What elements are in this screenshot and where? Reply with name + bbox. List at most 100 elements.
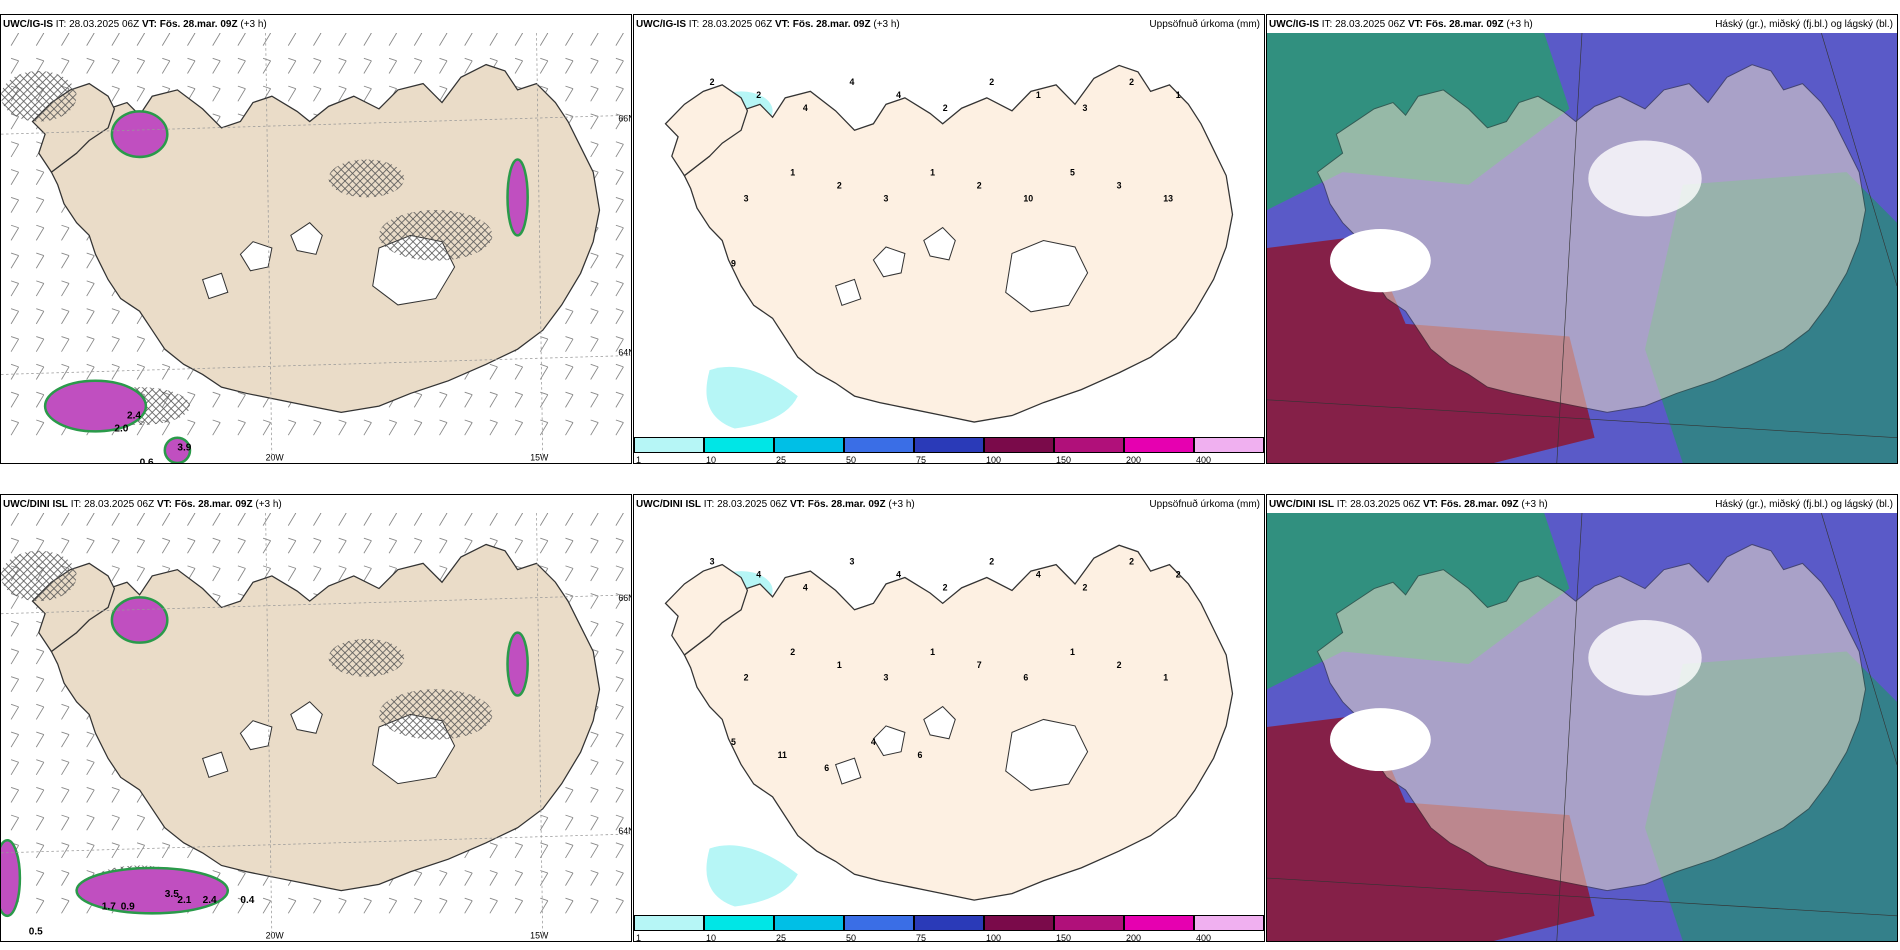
wind-barb	[565, 842, 574, 859]
precip-value: 4	[803, 103, 808, 113]
wind-barb	[565, 565, 574, 582]
wind-barb	[10, 336, 20, 352]
wind-barb	[615, 141, 624, 158]
wind-barb	[187, 33, 196, 46]
precip-value: 6	[1023, 673, 1028, 683]
wind-barb	[615, 537, 624, 554]
valid-label: VT:	[141, 19, 157, 30]
wind-barb	[287, 513, 297, 526]
valid-label: VT:	[774, 19, 790, 30]
run-time: IT: 28.03.2025 06Z	[1336, 499, 1421, 510]
precip-value: 11	[778, 750, 787, 760]
colorbar-tick: 75	[916, 455, 927, 464]
colorbar-tick: 200	[1126, 933, 1142, 942]
iceland-landmass	[683, 544, 1234, 901]
wind-barb	[61, 336, 70, 352]
wind-barb	[287, 537, 297, 554]
wind-barb	[187, 513, 196, 526]
colorbar-swatch	[844, 437, 914, 453]
precip-value: 1	[790, 168, 795, 178]
wind-barb	[590, 141, 599, 158]
wind-barb	[237, 537, 246, 554]
lead-time: (+3 h)	[873, 19, 900, 30]
colorbar-swatch	[634, 437, 704, 453]
run-time: IT: 28.03.2025 06Z	[703, 499, 788, 510]
wind-barb	[539, 870, 549, 886]
precip-value: 3	[710, 557, 715, 567]
wind-barb	[86, 842, 95, 859]
wind-barb	[86, 787, 95, 803]
wind-barb	[363, 565, 372, 582]
wind-barb	[439, 57, 448, 74]
precip-value: 2	[943, 103, 948, 113]
wind-barb	[237, 391, 246, 408]
wind-barb	[136, 33, 146, 46]
wind-barb	[35, 513, 45, 526]
wind-barb	[539, 57, 549, 74]
wind-barb	[313, 897, 322, 914]
precip-blob	[506, 631, 529, 697]
wind-barb	[313, 57, 322, 74]
value-label: 2.4	[203, 895, 217, 906]
colorbar-tick: 100	[986, 455, 1002, 464]
colorbar-tick: 75	[916, 933, 927, 942]
graticule-line	[1267, 513, 1897, 941]
glacier	[1005, 718, 1089, 791]
wind-barb	[590, 620, 599, 637]
wind-barb	[10, 196, 20, 213]
wind-barb	[464, 419, 473, 436]
precip-value: 1	[930, 647, 935, 657]
wind-barb	[565, 363, 574, 380]
wind-barb	[237, 513, 246, 526]
panel-header: UWC/IG-IS IT: 28.03.2025 06Z VT: Fös. 28…	[636, 17, 1260, 33]
wind-barb	[212, 513, 221, 526]
glacier	[290, 701, 323, 734]
panel-header: UWC/DINI ISL IT: 28.03.2025 06Z VT: Fös.…	[3, 497, 627, 513]
colorbar-swatch	[1194, 437, 1264, 453]
wind-barb	[35, 703, 45, 720]
wind-barb	[111, 787, 120, 803]
wind-barb	[615, 870, 624, 886]
wind-barb	[565, 85, 574, 102]
wind-barb	[10, 731, 20, 748]
wind-barb	[615, 280, 624, 297]
precip-value: 4	[1036, 569, 1041, 579]
wind-barb	[313, 419, 322, 436]
wind-barb	[313, 565, 322, 582]
wind-barb	[35, 897, 45, 914]
graticule-label: 20W	[266, 930, 285, 940]
wind-barb	[464, 513, 473, 526]
precip-map: 2 2 4 4 4 2 2 1 3 2 1 3 1 2 3 1 2 10 5 3 13 9	[634, 33, 1264, 435]
colorbar-tick: 1	[636, 455, 642, 464]
wind-barb	[388, 419, 398, 436]
wind-barb	[338, 85, 347, 102]
valid-label: VT:	[1407, 19, 1423, 30]
colorbar-tick: 1	[636, 933, 642, 942]
wind-barb	[590, 814, 599, 831]
wind-barb	[565, 897, 574, 914]
wind-barb	[615, 565, 624, 582]
colorbar-tick: 50	[846, 933, 857, 942]
model-name: UWC/DINI ISL	[1269, 499, 1334, 510]
precip-value: 4	[756, 569, 761, 579]
precip-value: 2	[977, 180, 982, 190]
wind-barb	[615, 620, 624, 637]
wind-barb	[35, 33, 45, 46]
wind-barb	[187, 537, 196, 554]
wind-barb	[590, 565, 599, 582]
glacier	[872, 246, 906, 278]
wind-barb	[10, 141, 20, 158]
wind-barb	[136, 57, 146, 74]
iceland-landmass	[1316, 543, 1867, 892]
wind-barb	[514, 419, 524, 436]
wind-barb	[615, 842, 624, 859]
wind-barb	[86, 280, 95, 297]
wind-barb	[287, 419, 297, 436]
wind-barb	[439, 537, 448, 554]
wind-map: 66N 64N 20W 15W 0.5 3.52.1 2.4 0.4 1.7 0.9	[1, 513, 631, 941]
wind-barb	[615, 336, 624, 352]
cloud-title: Háský (gr.), miðský (fj.bl.) og lágský (…	[1715, 19, 1893, 30]
wind-barb	[590, 391, 599, 408]
wind-barb	[489, 391, 498, 408]
wind-barb	[514, 870, 524, 886]
